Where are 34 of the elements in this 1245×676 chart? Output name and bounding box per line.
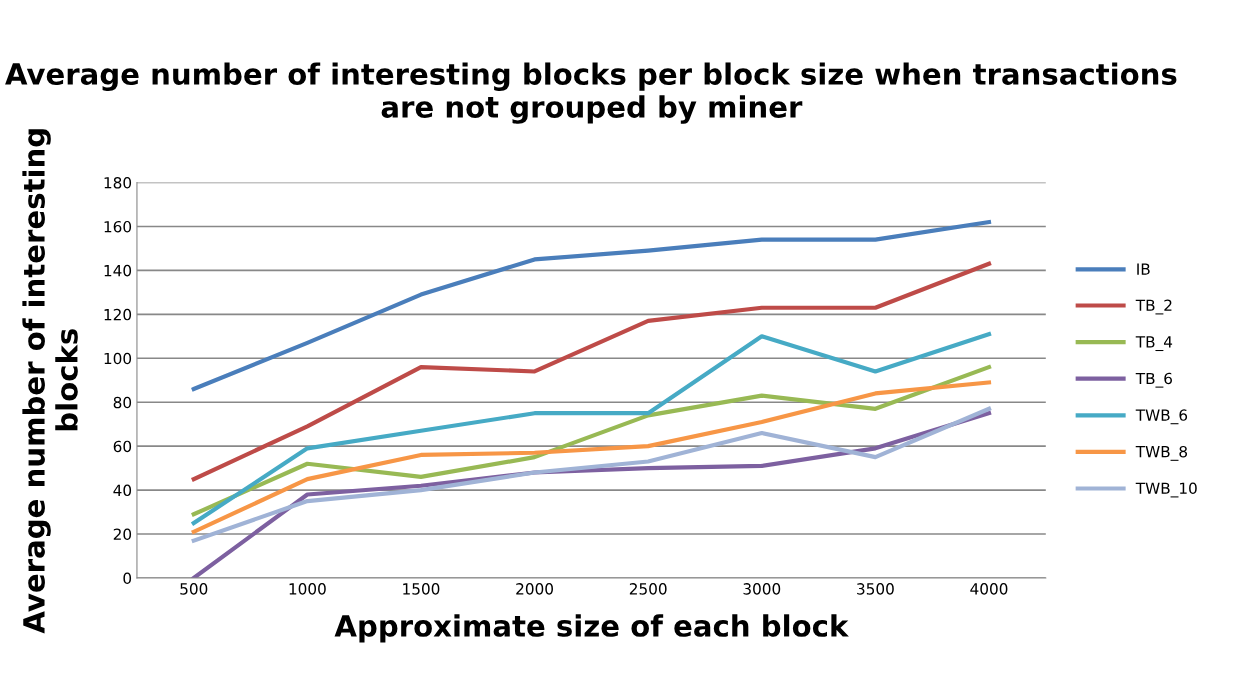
legend-label: TB_2: [1135, 299, 1172, 315]
legend-label: TWB_8: [1135, 445, 1188, 461]
x-tick-label: 3000: [743, 583, 781, 595]
x-tick-label: 1500: [403, 583, 440, 595]
y-tick-label: 20: [113, 528, 132, 541]
x-tick-label: 4000: [970, 583, 1008, 595]
line-series: [191, 364, 992, 517]
legend-label: TB_6: [1135, 372, 1172, 388]
y-axis-title: Average number of interesting blocks: [22, 129, 78, 634]
y-tick-label: 160: [104, 220, 132, 233]
y-tick-label: 180: [104, 176, 132, 189]
y-tick-label: 140: [104, 264, 132, 277]
x-tick-label: 3500: [857, 583, 894, 595]
y-tick-label: 120: [104, 308, 132, 321]
x-tick-label: 2500: [629, 583, 667, 595]
y-tick-label: 80: [113, 396, 132, 409]
y-tick-label: 40: [113, 484, 132, 497]
line-series: [191, 219, 992, 392]
legend-label: IB: [1137, 263, 1150, 275]
y-tick-label: 60: [113, 440, 132, 453]
x-axis-title: Approximate size of each block: [334, 614, 849, 643]
x-tick-label: 500: [180, 583, 208, 595]
x-tick-label: 1000: [289, 583, 326, 595]
y-tick-label: 100: [104, 352, 132, 365]
x-tick-label: 2000: [516, 583, 553, 595]
legend-label: TWB_6: [1135, 409, 1188, 425]
line-series: [191, 261, 992, 482]
y-tick-label: 0: [123, 572, 132, 584]
line-series: [191, 380, 992, 534]
legend-label: TWB_10: [1135, 482, 1197, 498]
line-series: [191, 332, 992, 526]
line-series: [191, 406, 992, 543]
chart-title: Average number of interesting blocks per block size when transactions are not grouped by miner: [5, 62, 1177, 124]
legend-label: TB_4: [1135, 336, 1173, 352]
